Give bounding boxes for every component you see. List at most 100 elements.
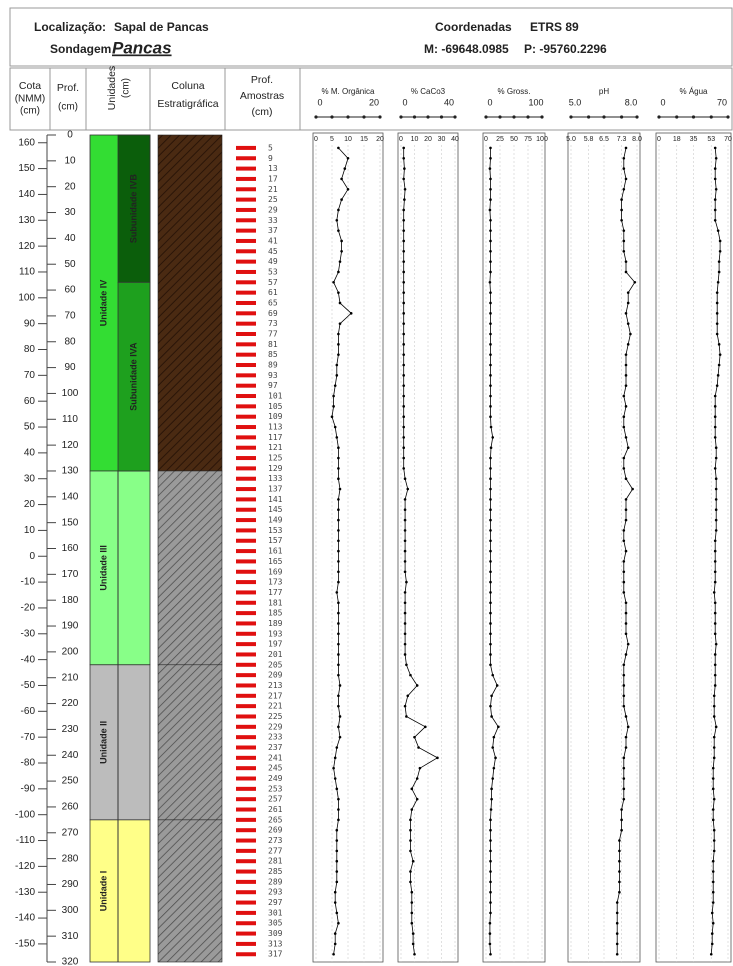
sample-marker [236,714,256,719]
scale-dot [512,115,516,119]
range-label: 5.0 [569,97,582,107]
profile-point [337,642,340,646]
depth-tick-label: 210 [62,672,79,683]
profile-point [489,828,492,832]
sample-marker [236,383,256,388]
sample-marker [236,197,256,202]
profile-point [712,735,716,739]
sample-label: 137 [268,485,283,494]
sample-label: 101 [268,392,283,401]
profile-point [715,322,719,325]
profile-point [488,942,492,946]
x-tick-label: 6.5 [599,136,609,143]
profile-point [713,684,717,687]
x-tick-label: 5.8 [584,136,594,143]
sample-marker [236,300,256,305]
profile-point [489,560,492,563]
profile-point [712,756,716,760]
profile-point [335,787,339,791]
profile-point [333,932,337,935]
profile-point [337,208,340,212]
profile-point [622,560,626,563]
profile-point [402,218,406,222]
profile-point [489,291,492,294]
profile-point [622,156,626,160]
profile-point [712,746,716,749]
profile-point [712,839,716,842]
x-tick-label: 25 [496,136,504,143]
col-head: (cm) [20,106,40,117]
profile-point [713,405,717,408]
profile-point [714,487,718,491]
depth-tick-label: 110 [62,414,78,425]
sample-marker [236,228,256,233]
cota-tick-label: 50 [24,422,36,433]
sample-marker [236,549,256,554]
sample-marker [236,538,256,543]
sample-label: 65 [268,298,278,307]
profile-point [717,363,721,367]
scale-dot [726,115,730,119]
profile-point [711,880,715,884]
sample-marker [236,931,256,936]
profile-point [335,374,339,377]
profile-point [402,332,406,336]
sample-label: 285 [268,867,283,876]
profile-point [332,405,335,408]
profile-point [406,487,410,491]
profile-point [622,684,626,687]
profile-point [489,229,492,232]
profile-point [624,735,628,739]
profile-point [488,167,492,170]
profile-point [624,622,628,625]
sample-label: 165 [268,557,283,566]
profile-point [622,456,626,460]
x-tick-label: 100 [536,136,548,143]
profile-point [413,952,416,956]
profile-point [622,239,626,243]
sample-marker [236,290,256,295]
profile-point [410,901,414,904]
col-head: Amostras [240,90,284,102]
profile-point [712,715,716,718]
profile-point [337,456,340,460]
chart-title: % M. Orgânica [322,87,375,96]
stratum [157,134,223,472]
profile-point [403,198,406,201]
profile-point [403,560,407,563]
sample-label: 81 [268,340,278,349]
scale-dot [439,115,444,119]
sample-marker [236,321,256,326]
cota-tick-label: -30 [21,628,36,639]
sample-marker [236,476,256,481]
profile-point [709,952,713,956]
sample-label: 121 [268,443,283,452]
profile-point [337,270,340,274]
profile-point [490,715,493,718]
sample-label: 233 [268,733,283,742]
sample-marker [236,755,256,760]
profile-point [491,746,495,749]
profile-point [622,694,626,698]
scale-dot [620,115,624,119]
profile-point [710,942,714,946]
profile-point [624,177,628,181]
profile-point [489,353,492,356]
profile-point [337,560,340,563]
sample-marker [236,207,256,212]
sample-label: 245 [268,764,283,773]
profile-point [410,911,414,915]
unit [89,664,151,821]
col-head: Cota [19,80,41,92]
sample-marker [236,187,256,192]
profile-point [489,322,492,325]
sample-marker [236,724,256,729]
profile-point [403,477,407,481]
profile-point [403,704,407,708]
sample-marker [236,879,256,884]
sample-label: 53 [268,267,278,276]
profile-point [489,911,492,915]
depth-tick-label: 240 [62,750,79,761]
profile-point [711,808,715,811]
profile-point [403,570,407,574]
